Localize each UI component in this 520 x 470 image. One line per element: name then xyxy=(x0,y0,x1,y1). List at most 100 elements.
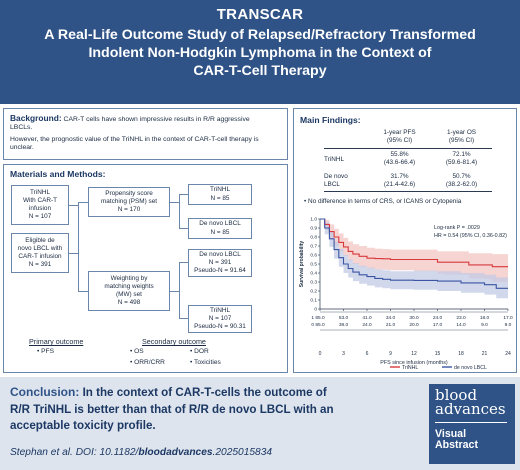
y-tick-label: 0.1 xyxy=(310,298,317,304)
row-label-text: LBCL xyxy=(324,181,340,188)
header-banner: TRANSCAR A Real-Life Outcome Study of Re… xyxy=(0,0,520,104)
blood-advances-logo: blood advances Visual Abstract xyxy=(429,384,515,464)
y-tick-label: 0 xyxy=(314,307,317,313)
psm-box-line: Propensity score xyxy=(105,189,153,197)
connector xyxy=(179,194,188,195)
mw-box-line: N = 498 xyxy=(117,299,141,307)
os-ci: (38.2-62.0) xyxy=(445,181,478,188)
secondary-outcome-item: • ORR/CRR xyxy=(130,359,165,366)
header-subtitle-line1: A Real-Life Outcome Study of Relapsed/Re… xyxy=(44,27,476,43)
risk-count: 24.0 xyxy=(362,322,372,328)
connector xyxy=(78,291,88,292)
row-label-text: TriNHL xyxy=(324,156,344,163)
background-text1: CAR-T cells have shown impressive result… xyxy=(63,116,250,123)
background-text4: unclear. xyxy=(10,144,34,152)
background-text-block2: However, the prognostic value of the Tri… xyxy=(10,136,285,153)
secondary-outcome-label: Toxicities xyxy=(194,359,221,366)
logo-wordmark: blood advances xyxy=(435,388,506,418)
logo-line2: advances xyxy=(435,400,506,418)
risk-count: 24.0 xyxy=(433,315,443,321)
km-curve xyxy=(320,218,508,289)
risk-count: 38.0 xyxy=(339,322,349,328)
psm-denovo-line: N = 85 xyxy=(210,228,230,236)
y-axis-title: Survival probability xyxy=(299,241,305,288)
logrank-annotation: Log-rank P = .0029 xyxy=(434,225,480,231)
mw-denovo-line: Pseudo-N = 91.64 xyxy=(194,267,246,275)
x-tick-label: 24 xyxy=(505,351,511,357)
secondary-outcome-label: ORR/CRR xyxy=(134,359,165,366)
background-text2: LBCLs. xyxy=(10,124,33,132)
citation-suffix: .2025015834 xyxy=(212,447,273,458)
psm-box-line: matching (PSM) set xyxy=(100,197,158,205)
row-os: 72.1% (59.6-81.4) xyxy=(434,151,489,167)
citation-journal: bloodadvances xyxy=(138,447,213,458)
psm-trinhl-box: TriNHL N = 85 xyxy=(188,184,252,205)
trinhl-box-line: With CAR-T xyxy=(22,196,58,204)
primary-outcome-item: • PFS xyxy=(37,348,54,355)
mw-trinhl-line: TriNHL xyxy=(210,306,230,314)
logo-line4: Abstract xyxy=(435,439,478,451)
y-tick-label: 0.3 xyxy=(310,280,317,286)
conclusion-label: Conclusion: xyxy=(10,385,80,399)
logo-divider xyxy=(435,422,507,423)
connector xyxy=(179,262,180,319)
mw-set-box: Weighting by matching weights (MW) set N… xyxy=(88,271,170,311)
citation-prefix: Stephan et al. DOI: 10.1182/ xyxy=(10,447,139,458)
trinhl-box-line: N = 107 xyxy=(28,213,52,221)
risk-count: 85.0 xyxy=(315,315,325,321)
col1-header: 1-year PFS (95% CI) xyxy=(372,129,427,145)
table-rule xyxy=(324,191,492,192)
secondary-outcome-item: • Toxicities xyxy=(190,359,221,366)
x-tick-label: 0 xyxy=(319,351,322,357)
risk-count: 18.0 xyxy=(480,315,490,321)
connector xyxy=(78,202,88,203)
km-curve xyxy=(320,218,508,268)
connector xyxy=(170,291,179,292)
denovo-cohort-box: Eligible de novo LBCL with CAR-T infusio… xyxy=(11,233,69,273)
risk-count: 9.0 xyxy=(505,322,512,328)
hr-annotation: HR = 0.54 (95% CI, 0.36-0.82) xyxy=(434,233,507,239)
secondary-outcome-label: OS xyxy=(134,348,144,355)
x-tick-label: 3 xyxy=(342,351,345,357)
row-pfs: 31.7% (21.4-42.6) xyxy=(372,173,427,189)
row-label: De novo LBCL xyxy=(324,173,348,189)
background-text-block: Background: CAR-T cells have shown impre… xyxy=(10,114,285,133)
row-label-text: De novo xyxy=(324,173,348,180)
os-value: 50.7% xyxy=(452,173,471,180)
logo-caption: Visual Abstract xyxy=(435,429,478,451)
col2-header: 1-year OS (95% CI) xyxy=(434,129,489,145)
pfs-ci: (21.4-42.6) xyxy=(383,181,416,188)
risk-count: 17.0 xyxy=(503,315,513,321)
connector xyxy=(69,205,78,206)
mw-denovo-line: N = 391 xyxy=(208,258,232,266)
psm-trinhl-line: N = 85 xyxy=(210,194,230,202)
mw-denovo-box: De novo LBCL N = 391 Pseudo-N = 91.64 xyxy=(188,249,252,277)
y-tick-label: 0.8 xyxy=(310,235,317,241)
os-ci: (59.6-81.4) xyxy=(445,159,478,166)
psm-trinhl-line: TriNHL xyxy=(210,186,230,194)
risk-count: 53.0 xyxy=(339,315,349,321)
col2-header-line: (95% CI) xyxy=(448,137,475,144)
pfs-ci: (43.6-66.4) xyxy=(383,159,416,166)
x-tick-label: 9 xyxy=(389,351,392,357)
header-subtitle-line3: CAR-T-Cell Therapy xyxy=(193,63,327,79)
pfs-value: 55.8% xyxy=(390,151,409,158)
risk-count: 17.0 xyxy=(433,322,443,328)
header-subtitle-line2: Indolent Non-Hodgkin Lymphoma in the Con… xyxy=(88,45,432,61)
row-label: TriNHL xyxy=(324,156,344,163)
connector xyxy=(179,228,188,229)
x-tick-label: 21 xyxy=(482,351,488,357)
risk-row-marker: 0 xyxy=(311,322,314,328)
primary-outcome-label: PFS xyxy=(41,348,54,355)
methods-panel: Materials and Methods: TriNHL With CAR-T… xyxy=(3,164,288,373)
findings-title: Main Findings: xyxy=(300,115,361,125)
psm-box-line: N = 170 xyxy=(117,206,141,214)
y-tick-label: 1.0 xyxy=(310,217,317,223)
risk-count: 20.0 xyxy=(409,322,419,328)
conclusion-line1: In the context of CAR-T-cells the outcom… xyxy=(82,386,327,399)
risk-count: 23.0 xyxy=(456,315,466,321)
conclusion-text: Conclusion: In the context of CAR-T-cell… xyxy=(10,384,420,435)
mw-trinhl-line: Pseudo-N = 90.31 xyxy=(194,323,246,331)
mw-box-line: Weighting by xyxy=(110,274,148,282)
row-pfs: 55.8% (43.6-66.4) xyxy=(372,151,427,167)
